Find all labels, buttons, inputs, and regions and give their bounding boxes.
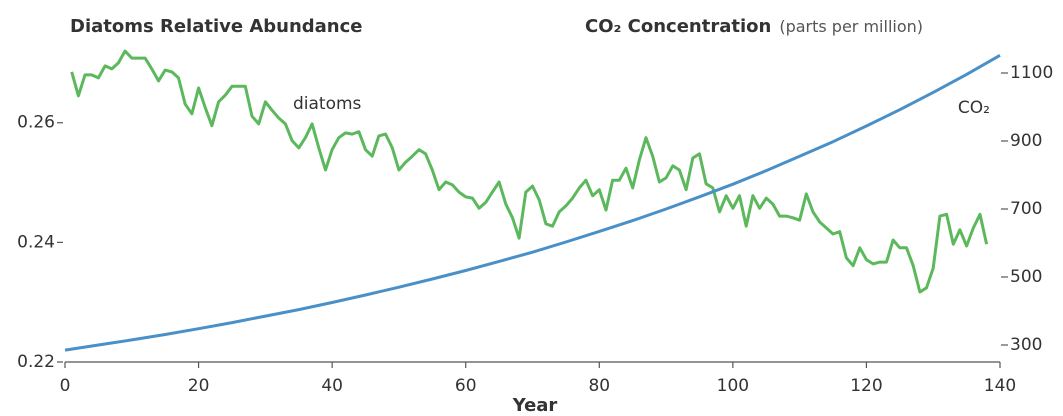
y2-title: CO₂ Concentration (parts per million) bbox=[585, 16, 923, 37]
y2-tick-label: 300 bbox=[1010, 335, 1042, 355]
series-label: diatoms bbox=[293, 94, 362, 114]
x-tick-label: 20 bbox=[188, 376, 210, 396]
x-axis-label: Year bbox=[512, 395, 558, 416]
series-line bbox=[70, 49, 989, 294]
y2-title-main: CO₂ Concentration bbox=[585, 16, 771, 37]
x-tick-label: 0 bbox=[60, 376, 71, 396]
y-tick-label: 0.22 bbox=[17, 352, 55, 372]
x-tick-label: 120 bbox=[850, 376, 882, 396]
x-tick-label: 40 bbox=[321, 376, 343, 396]
x-tick-label: 100 bbox=[717, 376, 749, 396]
y-tick-label: 0.24 bbox=[17, 232, 55, 252]
x-tick-label: 60 bbox=[455, 376, 477, 396]
x-tick-label: 140 bbox=[984, 376, 1016, 396]
y2-tick-label: 700 bbox=[1010, 199, 1042, 219]
y2-tick-label: 1100 bbox=[1010, 63, 1053, 83]
y2-tick-label: 500 bbox=[1010, 267, 1042, 287]
series-line bbox=[64, 53, 1001, 352]
x-tick-label: 80 bbox=[588, 376, 610, 396]
chart-title: Diatoms Relative Abundance bbox=[70, 16, 363, 37]
series-label: CO₂ bbox=[958, 98, 990, 118]
y2-subtitle: (parts per million) bbox=[779, 17, 923, 36]
y2-tick-label: 900 bbox=[1010, 131, 1042, 151]
y-tick-label: 0.26 bbox=[17, 113, 55, 133]
